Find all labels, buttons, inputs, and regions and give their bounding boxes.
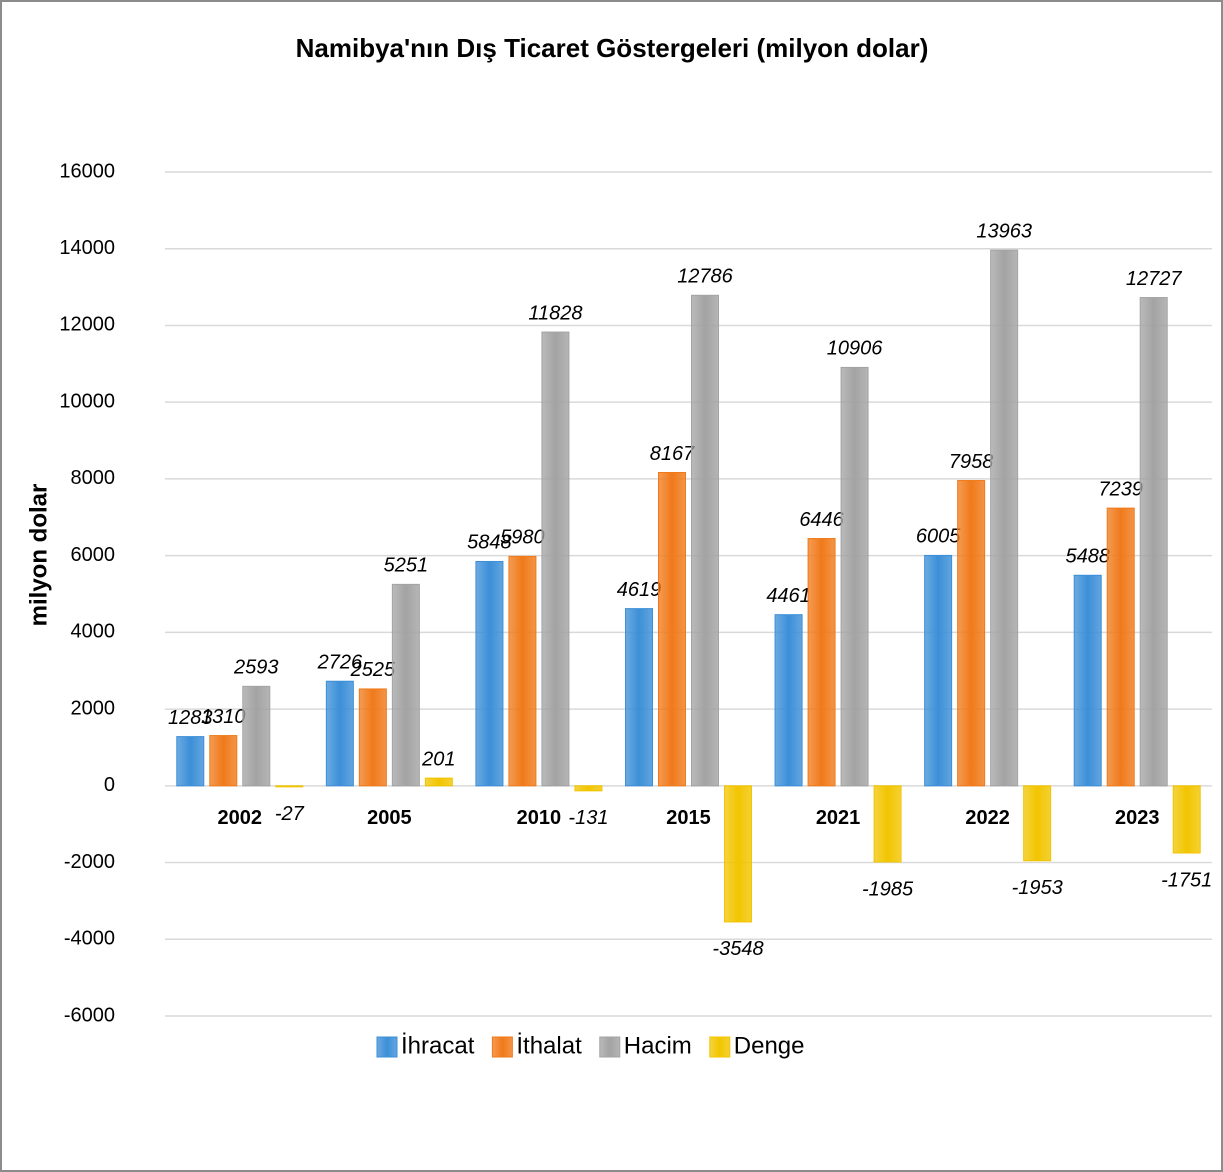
x-tick-label: 2023 xyxy=(1115,807,1160,829)
bar xyxy=(1023,785,1052,862)
bar xyxy=(176,736,205,787)
y-tick-label: 2000 xyxy=(71,697,116,719)
bar xyxy=(475,560,504,787)
data-label: 2726 xyxy=(317,652,363,674)
legend-label: Denge xyxy=(734,1032,805,1059)
bar xyxy=(774,614,803,787)
y-tick-label: 8000 xyxy=(71,467,116,489)
data-label: 10906 xyxy=(827,338,883,360)
legend-swatch xyxy=(709,1036,731,1058)
data-label: 4461 xyxy=(766,585,811,607)
bar xyxy=(957,480,986,787)
bar xyxy=(1139,297,1168,787)
chart-title: Namibya'nın Dış Ticaret Göstergeleri (mi… xyxy=(296,33,929,63)
legend-swatch xyxy=(599,1036,621,1058)
bar xyxy=(508,555,537,787)
data-label: 7239 xyxy=(1098,478,1143,500)
bar xyxy=(1106,507,1135,787)
bar xyxy=(541,331,570,787)
bar xyxy=(924,554,953,787)
bar xyxy=(391,583,420,787)
data-label: 5980 xyxy=(500,527,545,549)
data-label: 4619 xyxy=(617,579,662,601)
bar xyxy=(990,249,1019,787)
bar xyxy=(574,785,603,792)
data-label: 2525 xyxy=(350,659,396,681)
y-tick-label: -4000 xyxy=(64,928,115,950)
data-label: -1751 xyxy=(1161,869,1212,891)
bar xyxy=(1073,574,1102,787)
data-label: -131 xyxy=(568,807,608,829)
bar xyxy=(242,685,271,787)
y-tick-label: 6000 xyxy=(71,544,116,566)
bar xyxy=(275,785,304,788)
data-label: 13963 xyxy=(976,220,1032,242)
bar xyxy=(625,608,653,787)
bar xyxy=(807,538,836,787)
data-label: -1953 xyxy=(1012,877,1063,899)
data-label: -27 xyxy=(275,803,305,825)
data-label: 1283 xyxy=(168,707,213,729)
bar xyxy=(658,472,686,787)
y-tick-label: 14000 xyxy=(59,237,115,259)
data-label: 5848 xyxy=(467,532,512,554)
data-label: 12727 xyxy=(1126,268,1182,290)
legend-swatch xyxy=(376,1036,398,1058)
x-tick-label: 2015 xyxy=(666,807,711,829)
y-tick-label: -6000 xyxy=(64,1004,115,1026)
bar xyxy=(1172,785,1201,854)
x-tick-label: 2002 xyxy=(218,807,263,829)
legend-swatch xyxy=(491,1036,513,1058)
bar xyxy=(424,777,453,787)
data-label: 5488 xyxy=(1065,546,1110,568)
data-label: 6446 xyxy=(799,509,844,531)
bar xyxy=(691,294,719,787)
y-tick-label: 12000 xyxy=(59,314,115,336)
data-label: 12786 xyxy=(677,266,733,288)
x-tick-label: 2005 xyxy=(367,807,412,829)
y-axis-title: milyon dolar xyxy=(25,484,52,627)
bar xyxy=(325,680,354,787)
legend-label: İhracat xyxy=(401,1032,475,1059)
data-label: 8167 xyxy=(650,443,695,465)
x-tick-label: 2010 xyxy=(517,807,562,829)
bar xyxy=(209,735,238,787)
data-label: 7958 xyxy=(949,451,994,473)
data-label: 201 xyxy=(421,748,455,770)
data-label: 6005 xyxy=(916,526,961,548)
y-tick-label: 4000 xyxy=(71,621,116,643)
data-label: 1310 xyxy=(201,706,246,728)
bar xyxy=(724,785,752,923)
y-tick-label: 10000 xyxy=(59,390,115,412)
y-tick-label: 0 xyxy=(104,774,115,796)
x-tick-label: 2022 xyxy=(965,807,1010,829)
bar xyxy=(358,688,387,787)
data-label: -3548 xyxy=(712,938,763,960)
bar xyxy=(840,366,869,787)
data-label: 5251 xyxy=(384,555,429,577)
y-tick-label: 16000 xyxy=(59,160,115,182)
bar xyxy=(873,785,902,863)
data-label: 11828 xyxy=(528,302,582,324)
legend-label: İthalat xyxy=(516,1032,582,1059)
data-label: -1985 xyxy=(862,878,914,900)
x-tick-label: 2021 xyxy=(816,807,861,829)
legend-label: Hacim xyxy=(624,1032,692,1059)
data-label: 2593 xyxy=(233,657,279,679)
y-tick-label: -2000 xyxy=(64,851,115,873)
